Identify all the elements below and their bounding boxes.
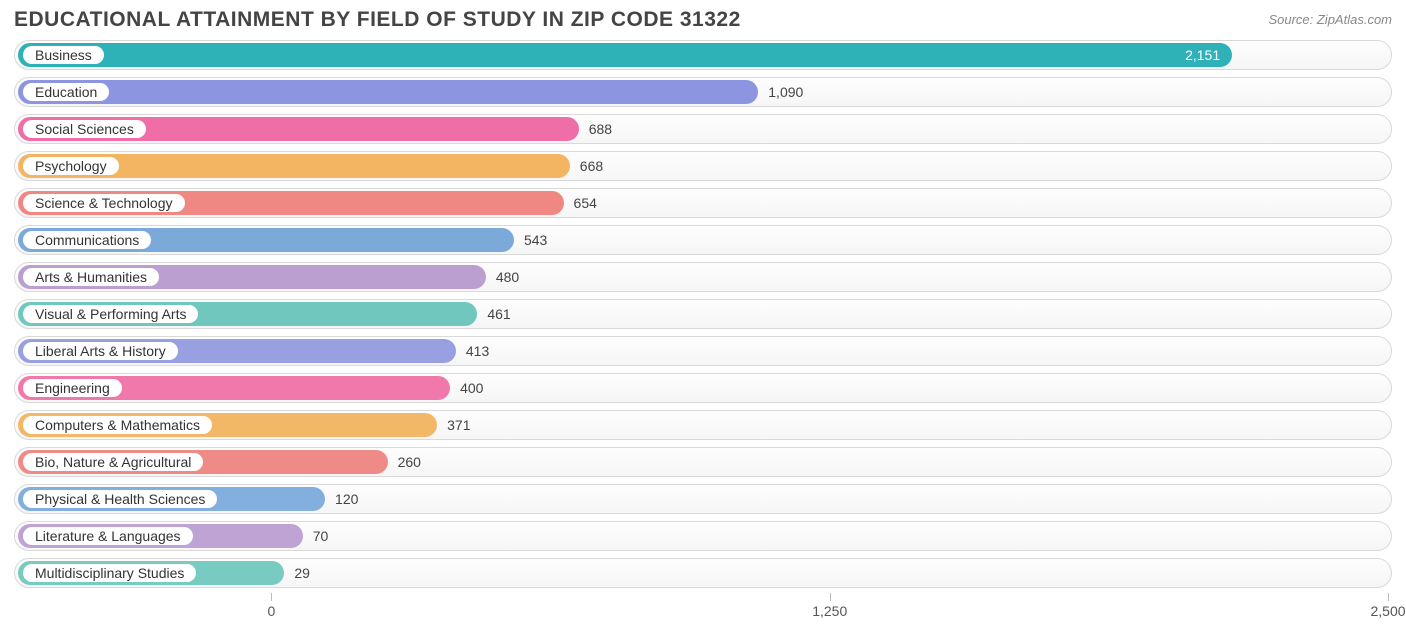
value-label: 480 [486,260,519,294]
category-label: Computers & Mathematics [23,416,212,434]
value-label: 413 [456,334,489,368]
chart-row: Education 1,090 [14,75,1392,109]
axis-tick-label: 0 [268,603,276,619]
chart-rows: Business2,151Education1,090Social Scienc… [14,38,1392,590]
value-label: 688 [579,112,612,146]
category-label: Communications [23,231,151,249]
value-label: 120 [325,482,358,516]
category-label: Liberal Arts & History [23,342,178,360]
chart-row: Psychology 668 [14,149,1392,183]
axis-tick [1388,593,1389,601]
category-label: Multidisciplinary Studies [23,564,196,582]
chart-row: Business2,151 [14,38,1392,72]
chart-area: Business2,151Education1,090Social Scienc… [0,38,1406,623]
chart-title: EDUCATIONAL ATTAINMENT BY FIELD OF STUDY… [14,8,741,32]
value-label: 543 [514,223,547,257]
category-label: Physical & Health Sciences [23,490,217,508]
chart-row: Physical & Health Sciences 120 [14,482,1392,516]
category-label: Education [23,83,109,101]
chart-row: Liberal Arts & History 413 [14,334,1392,368]
chart-row: Arts & Humanities 480 [14,260,1392,294]
chart-row: Engineering 400 [14,371,1392,405]
axis-tick-label: 1,250 [812,603,847,619]
value-label: 461 [477,297,510,331]
category-label: Science & Technology [23,194,185,212]
value-label: 654 [564,186,597,220]
axis-tick [830,593,831,601]
category-label: Engineering [23,379,122,397]
chart-header: EDUCATIONAL ATTAINMENT BY FIELD OF STUDY… [0,0,1406,38]
chart-row: Multidisciplinary Studies 29 [14,556,1392,590]
chart-row: Computers & Mathematics 371 [14,408,1392,442]
value-label: 668 [570,149,603,183]
axis-tick [271,593,272,601]
chart-row: Social Sciences 688 [14,112,1392,146]
chart-source: Source: ZipAtlas.com [1268,8,1392,27]
x-axis: 01,2502,500 [14,593,1392,623]
axis-tick-label: 2,500 [1370,603,1405,619]
value-label: 2,151 [14,38,1232,72]
category-label: Bio, Nature & Agricultural [23,453,203,471]
value-label: 371 [437,408,470,442]
value-label: 400 [450,371,483,405]
category-label: Visual & Performing Arts [23,305,198,323]
chart-row: Bio, Nature & Agricultural 260 [14,445,1392,479]
chart-row: Science & Technology 654 [14,186,1392,220]
value-label: 29 [284,556,310,590]
chart-row: Visual & Performing Arts 461 [14,297,1392,331]
value-label: 260 [388,445,421,479]
category-label: Arts & Humanities [23,268,159,286]
category-label: Social Sciences [23,120,146,138]
category-label: Literature & Languages [23,527,193,545]
value-label: 70 [303,519,329,553]
bar [18,80,758,104]
chart-row: Communications 543 [14,223,1392,257]
category-label: Psychology [23,157,119,175]
chart-row: Literature & Languages 70 [14,519,1392,553]
value-label: 1,090 [758,75,803,109]
